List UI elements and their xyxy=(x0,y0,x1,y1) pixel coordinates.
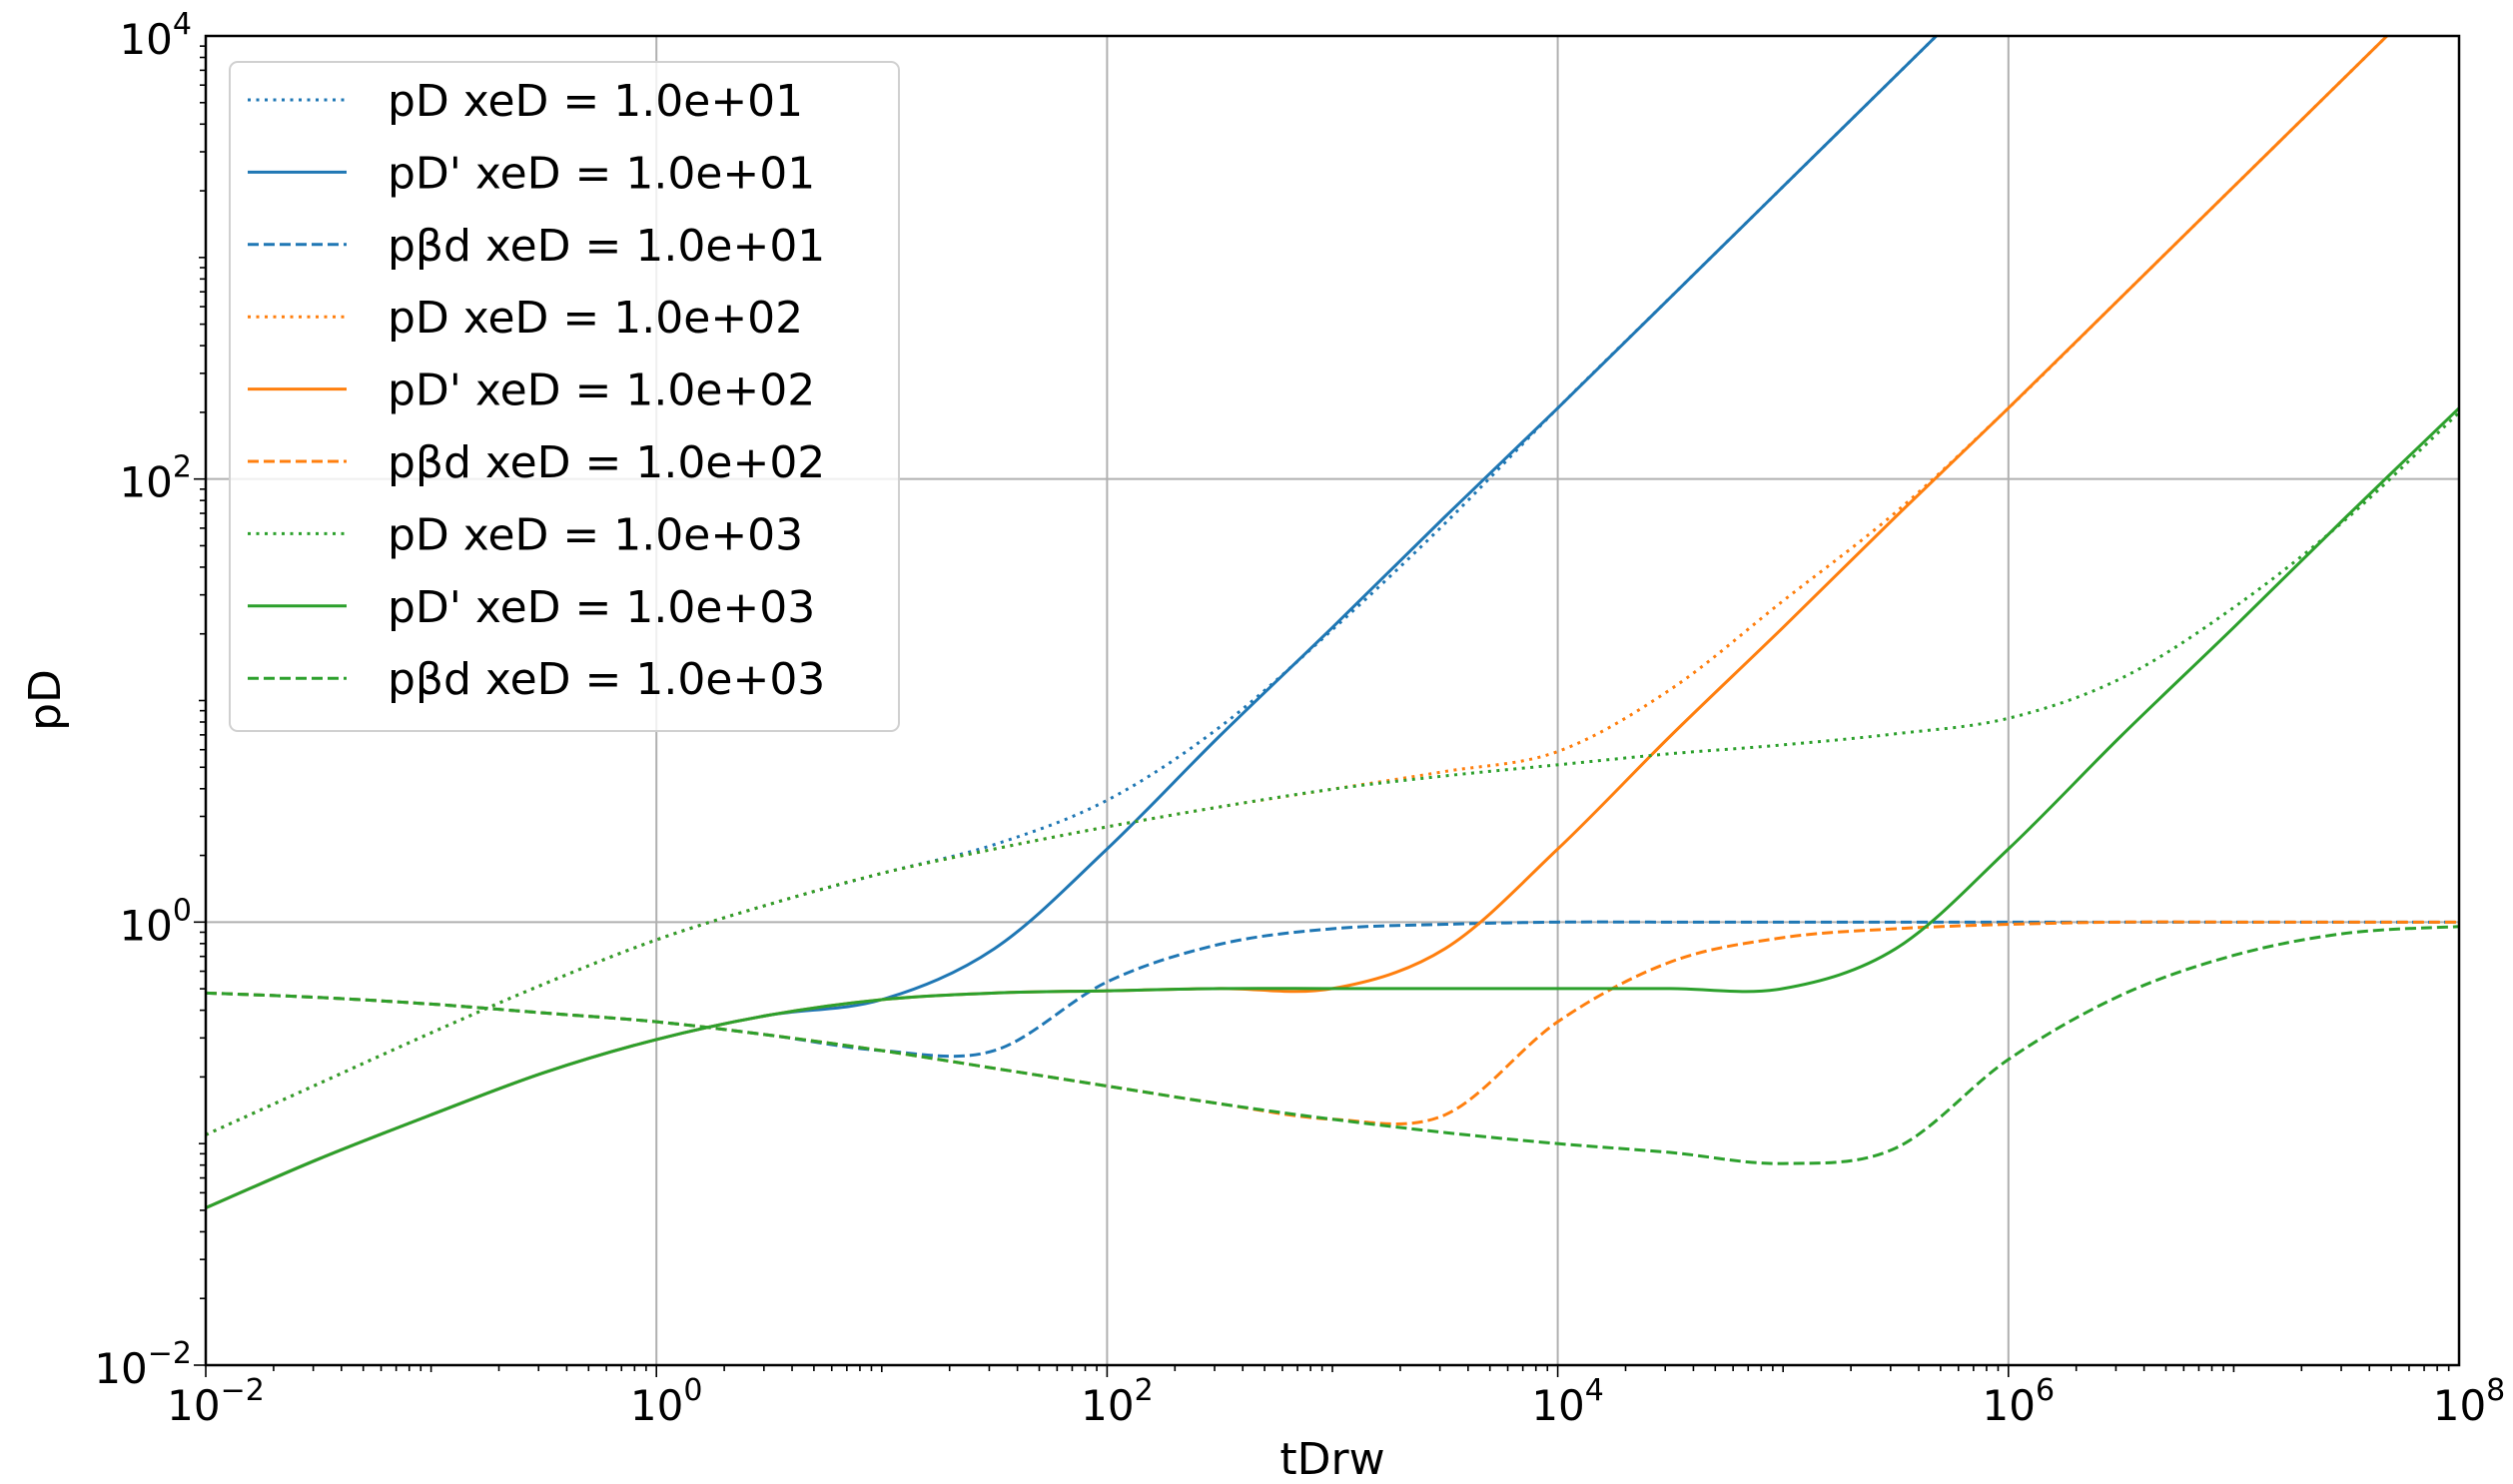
tick-base: 10 xyxy=(1983,1381,2036,1430)
tick-base: 10 xyxy=(630,1381,683,1430)
legend-label: pβd xeD = 1.0e+03 xyxy=(388,654,825,705)
x-tick-label: 102 xyxy=(1081,1373,1154,1430)
legend-label: pD' xeD = 1.0e+03 xyxy=(388,582,815,633)
axes xyxy=(194,34,2461,1377)
tick-exponent: 2 xyxy=(173,450,192,485)
tick-exponent: −2 xyxy=(148,1336,192,1371)
plot-frame xyxy=(204,34,2461,1367)
legend-label: pβd xeD = 1.0e+02 xyxy=(388,437,825,488)
x-axis-label: tDrw xyxy=(1279,1434,1384,1484)
y-tick-label: 100 xyxy=(119,893,192,950)
legend-label: pD' xeD = 1.0e+02 xyxy=(388,366,815,416)
tick-exponent: 4 xyxy=(1585,1373,1604,1408)
y-axis-label: pD xyxy=(20,669,71,731)
tick-base: 10 xyxy=(119,901,172,950)
x-tick-label: 104 xyxy=(1531,1373,1604,1430)
legend-label: pβd xeD = 1.0e+01 xyxy=(388,221,825,272)
y-tick-label: 10−2 xyxy=(94,1336,192,1393)
tick-exponent: 2 xyxy=(1135,1373,1154,1408)
tick-exponent: 8 xyxy=(2486,1373,2505,1408)
tick-base: 10 xyxy=(119,458,172,507)
series-line-5 xyxy=(206,920,2459,1125)
tick-exponent: 4 xyxy=(173,7,192,42)
x-tick-label: 100 xyxy=(630,1373,703,1430)
tick-exponent: 6 xyxy=(2036,1373,2055,1408)
legend-label: pD xeD = 1.0e+01 xyxy=(388,76,803,127)
series-lines xyxy=(206,36,2459,1209)
legend-label: pD' xeD = 1.0e+01 xyxy=(388,148,815,199)
tick-base: 10 xyxy=(94,1344,147,1393)
series-line-8 xyxy=(206,925,2459,1165)
legend-label: pD xeD = 1.0e+03 xyxy=(388,509,803,560)
tick-base: 10 xyxy=(167,1381,220,1430)
tick-base: 10 xyxy=(1081,1381,1134,1430)
y-tick-label: 104 xyxy=(119,7,192,64)
legend: pD xeD = 1.0e+01 pD' xeD = 1.0e+01 pβd xeD… xyxy=(229,61,900,732)
x-tick-label: 108 xyxy=(2433,1373,2506,1430)
series-line-7 xyxy=(206,406,2459,1209)
tick-exponent: −2 xyxy=(221,1373,265,1408)
x-tick-label: 106 xyxy=(1983,1373,2056,1430)
y-tick-label: 102 xyxy=(119,450,192,507)
x-tick-label: 10−2 xyxy=(167,1373,265,1430)
tick-base: 10 xyxy=(2433,1381,2486,1430)
tick-exponent: 0 xyxy=(683,1373,702,1408)
legend-box xyxy=(229,61,900,732)
tick-base: 10 xyxy=(119,15,172,64)
tick-exponent: 0 xyxy=(173,893,192,928)
legend-label: pD xeD = 1.0e+02 xyxy=(388,293,803,344)
tick-base: 10 xyxy=(1531,1381,1584,1430)
